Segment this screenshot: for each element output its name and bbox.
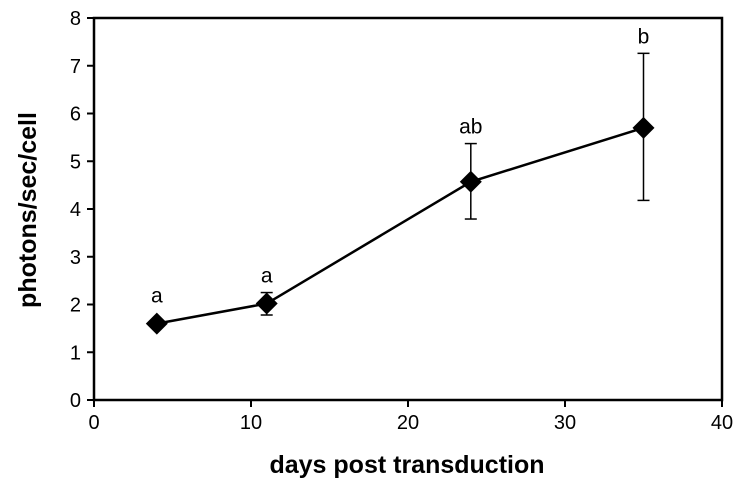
data-point-marker — [145, 312, 168, 335]
y-tick-label: 2 — [70, 295, 81, 317]
y-axis-title: photons/sec/cell — [14, 112, 42, 308]
y-tick-label: 6 — [70, 104, 81, 126]
plot-frame — [92, 16, 724, 402]
significance-label: a — [151, 285, 163, 308]
x-tick-label: 20 — [397, 412, 419, 434]
y-tick-label: 0 — [70, 390, 81, 412]
x-tick-label: 10 — [240, 412, 262, 434]
y-tick-label: 4 — [70, 199, 81, 221]
x-tick-label: 30 — [554, 412, 576, 434]
data-point-marker — [632, 116, 655, 139]
data-point-marker — [255, 292, 278, 315]
y-tick-label: 8 — [70, 8, 81, 30]
x-tick-label: 0 — [88, 412, 99, 434]
x-tick-label: 40 — [711, 412, 733, 434]
significance-label: a — [261, 265, 273, 288]
significance-label: b — [638, 25, 650, 48]
significance-label: ab — [459, 116, 482, 139]
y-tick-label: 7 — [70, 56, 81, 78]
y-tick-label: 5 — [70, 151, 81, 173]
y-tick-label: 1 — [70, 342, 81, 364]
plot-layer: 0 10 20 30 40 0 1 2 3 4 5 6 7 8 a a ab b — [70, 8, 733, 434]
data-point-marker — [459, 170, 482, 193]
series-line — [156, 126, 644, 325]
y-tick-label: 3 — [70, 247, 81, 269]
x-axis-title: days post transduction — [269, 451, 544, 479]
